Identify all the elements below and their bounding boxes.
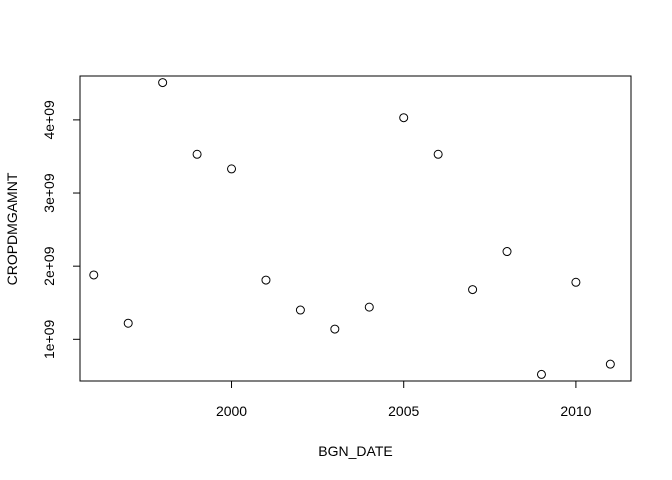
data-point <box>433 149 443 159</box>
data-point <box>364 302 374 312</box>
data-point <box>192 149 202 159</box>
data-point <box>468 285 478 295</box>
data-point <box>502 247 512 257</box>
x-tick-label: 2005 <box>388 403 419 419</box>
data-point <box>571 277 581 287</box>
y-tick-label: 1e+09 <box>41 319 57 359</box>
data-point <box>261 275 271 285</box>
data-point <box>330 324 340 334</box>
data-point <box>123 318 133 328</box>
x-axis: 2000 2005 2010 <box>216 380 592 419</box>
y-tick-label: 2e+09 <box>41 246 57 286</box>
y-tick-label: 4e+09 <box>41 100 57 140</box>
x-tick-label: 2000 <box>216 403 247 419</box>
data-point <box>605 359 615 369</box>
data-point <box>536 369 546 379</box>
data-point <box>89 270 99 280</box>
data-point <box>295 305 305 315</box>
data-point <box>227 164 237 174</box>
x-tick-label: 2010 <box>560 403 591 419</box>
data-point <box>399 113 409 123</box>
y-axis-label: CROPDMGAMNT <box>4 172 20 285</box>
y-tick-label: 3e+09 <box>41 173 57 213</box>
y-axis: 1e+09 2e+09 3e+09 4e+09 <box>41 100 81 359</box>
data-points <box>89 78 615 379</box>
plot-frame <box>79 75 632 382</box>
x-axis-label: BGN_DATE <box>318 443 392 459</box>
data-point <box>158 78 168 88</box>
